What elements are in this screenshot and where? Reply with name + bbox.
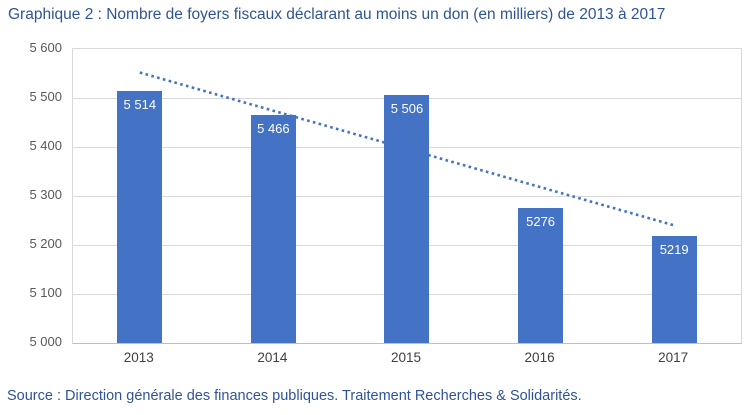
bar-value-label: 5 514 — [123, 97, 157, 113]
bar-slot-2014: 5 466 — [207, 49, 341, 343]
y-axis-tick-label: 5 200 — [29, 236, 62, 251]
bar-2015: 5 506 — [384, 95, 430, 343]
bar-slot-2017: 5219 — [607, 49, 741, 343]
x-axis-tick-label: 2013 — [123, 350, 154, 365]
trendline — [139, 71, 675, 227]
bar-2013: 5 514 — [117, 91, 163, 343]
x-axis-tick-label: 2016 — [524, 350, 555, 365]
bar-2017: 5219 — [651, 235, 697, 343]
bar-value-label: 5276 — [526, 213, 556, 229]
y-axis-tick-label: 5 000 — [29, 334, 62, 349]
y-axis-tick-label: 5 500 — [29, 89, 62, 104]
bar-series: 5 514 5 466 5 506 5276 5219 — [73, 49, 741, 343]
y-axis-tick-label: 5 100 — [29, 285, 62, 300]
bar-value-label: 5 506 — [390, 101, 424, 117]
y-axis-tick-label: 5 600 — [29, 40, 62, 55]
trendline-layer — [139, 71, 675, 227]
plot-area: 5 514 5 466 5 506 5276 5219 — [72, 48, 742, 344]
y-axis-tick-label: 5 300 — [29, 187, 62, 202]
x-axis: 2013 2014 2015 2016 2017 — [72, 350, 740, 365]
y-axis-tick-label: 5 400 — [29, 138, 62, 153]
x-axis-tick-label: 2017 — [658, 350, 689, 365]
bar-value-label: 5219 — [659, 241, 689, 257]
source-caption: Source : Direction générale des finances… — [7, 388, 582, 404]
chart-title: Graphique 2 : Nombre de foyers fiscaux d… — [8, 6, 666, 23]
bar-2016: 5276 — [518, 207, 564, 343]
x-axis-tick-label: 2014 — [257, 350, 288, 365]
bar-2014: 5 466 — [250, 114, 296, 343]
bar-slot-2016: 5276 — [474, 49, 608, 343]
x-axis-tick-label: 2015 — [390, 350, 421, 365]
bar-value-label: 5 466 — [257, 120, 290, 136]
bar-slot-2013: 5 514 — [73, 49, 207, 343]
bar-slot-2015: 5 506 — [340, 49, 474, 343]
